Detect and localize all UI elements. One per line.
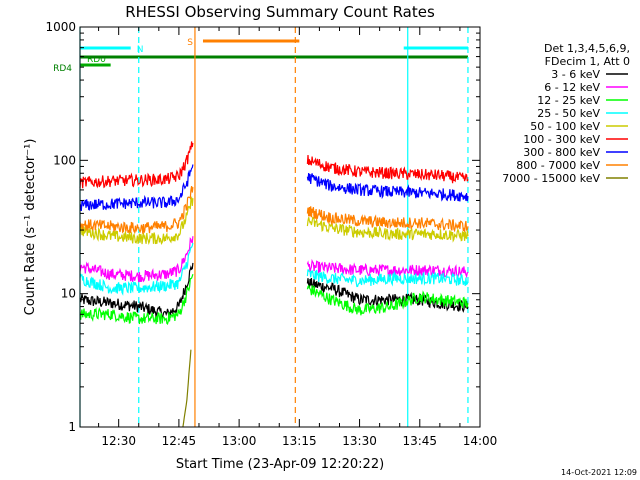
series-line-6-12-kev [79,236,194,283]
series-line-7000-15000-kev [182,349,192,428]
series-line-12-25-kev [79,274,194,326]
legend-header: FDecim 1, Att 0 [545,55,630,68]
flag-label-rd0: RD0 [87,55,106,65]
series-line-25-50-kev [306,269,469,288]
flags-layer: N S RD0 RD4 [53,38,468,74]
y-axis-label: Count Rate (s⁻¹ detector⁻¹) [23,139,38,316]
y-tick-label: 100 [53,153,76,167]
chart-title: RHESSI Observing Summary Count Rates [125,3,435,21]
y-tick-label: 1 [68,420,76,434]
series-line-3-6-kev [79,262,194,320]
legend-label-12-25-kev: 12 - 25 keV [537,94,600,107]
x-tick-label: 14:00 [463,434,498,448]
legend-label-50-100-kev: 50 - 100 keV [530,120,600,133]
x-tick-label: 13:45 [402,434,437,448]
x-tick-label: 13:00 [222,434,257,448]
x-tick-label: 13:30 [342,434,377,448]
series-line-800-7000-kev [306,206,469,233]
series-line-300-800-kev [306,173,469,202]
legend-label-25-50-kev: 25 - 50 keV [537,107,600,120]
generated-timestamp: 14-Oct-2021 12:09 [561,468,637,477]
series-line-50-100-kev [306,216,469,243]
legend-label-3-6-kev: 3 - 6 keV [551,68,600,81]
x-tick-label: 12:30 [101,434,136,448]
series-line-300-800-kev [79,164,194,211]
series-line-800-7000-kev [79,185,194,234]
series-line-12-25-kev [306,284,469,316]
legend-label-7000-15000-kev: 7000 - 15000 keV [502,172,600,185]
series-line-50-100-kev [79,195,194,246]
series-line-25-50-kev [79,242,194,296]
legend-label-300-800-kev: 300 - 800 keV [523,146,600,159]
flag-label-s: S [187,38,193,48]
series-line-100-300-kev [306,154,469,184]
y-tick-label: 1000 [45,20,76,34]
flag-label-n: N [137,45,144,55]
x-axis-label: Start Time (23-Apr-09 12:20:22) [176,457,384,472]
legend-label-100-300-kev: 100 - 300 keV [523,133,600,146]
legend-label-6-12-kev: 6 - 12 keV [544,81,600,94]
plot-frame [79,26,481,428]
y-tick-label: 10 [61,287,76,301]
series-layer [79,141,469,428]
series-line-3-6-kev [306,278,469,313]
flag-label-rd4: RD4 [53,64,72,74]
legend-header: Det 1,3,4,5,6,9, [544,42,630,55]
x-tick-label: 13:15 [282,434,317,448]
legend-label-800-7000-kev: 800 - 7000 keV [516,159,600,172]
series-line-100-300-kev [79,141,194,189]
legend: Det 1,3,4,5,6,9,FDecim 1, Att 03 - 6 keV… [502,42,630,185]
axis-ticks: 1 10 100 1000 12:30 12:45 13:00 13:15 13:30 13:45… [45,20,497,448]
x-tick-label: 12:45 [162,434,197,448]
